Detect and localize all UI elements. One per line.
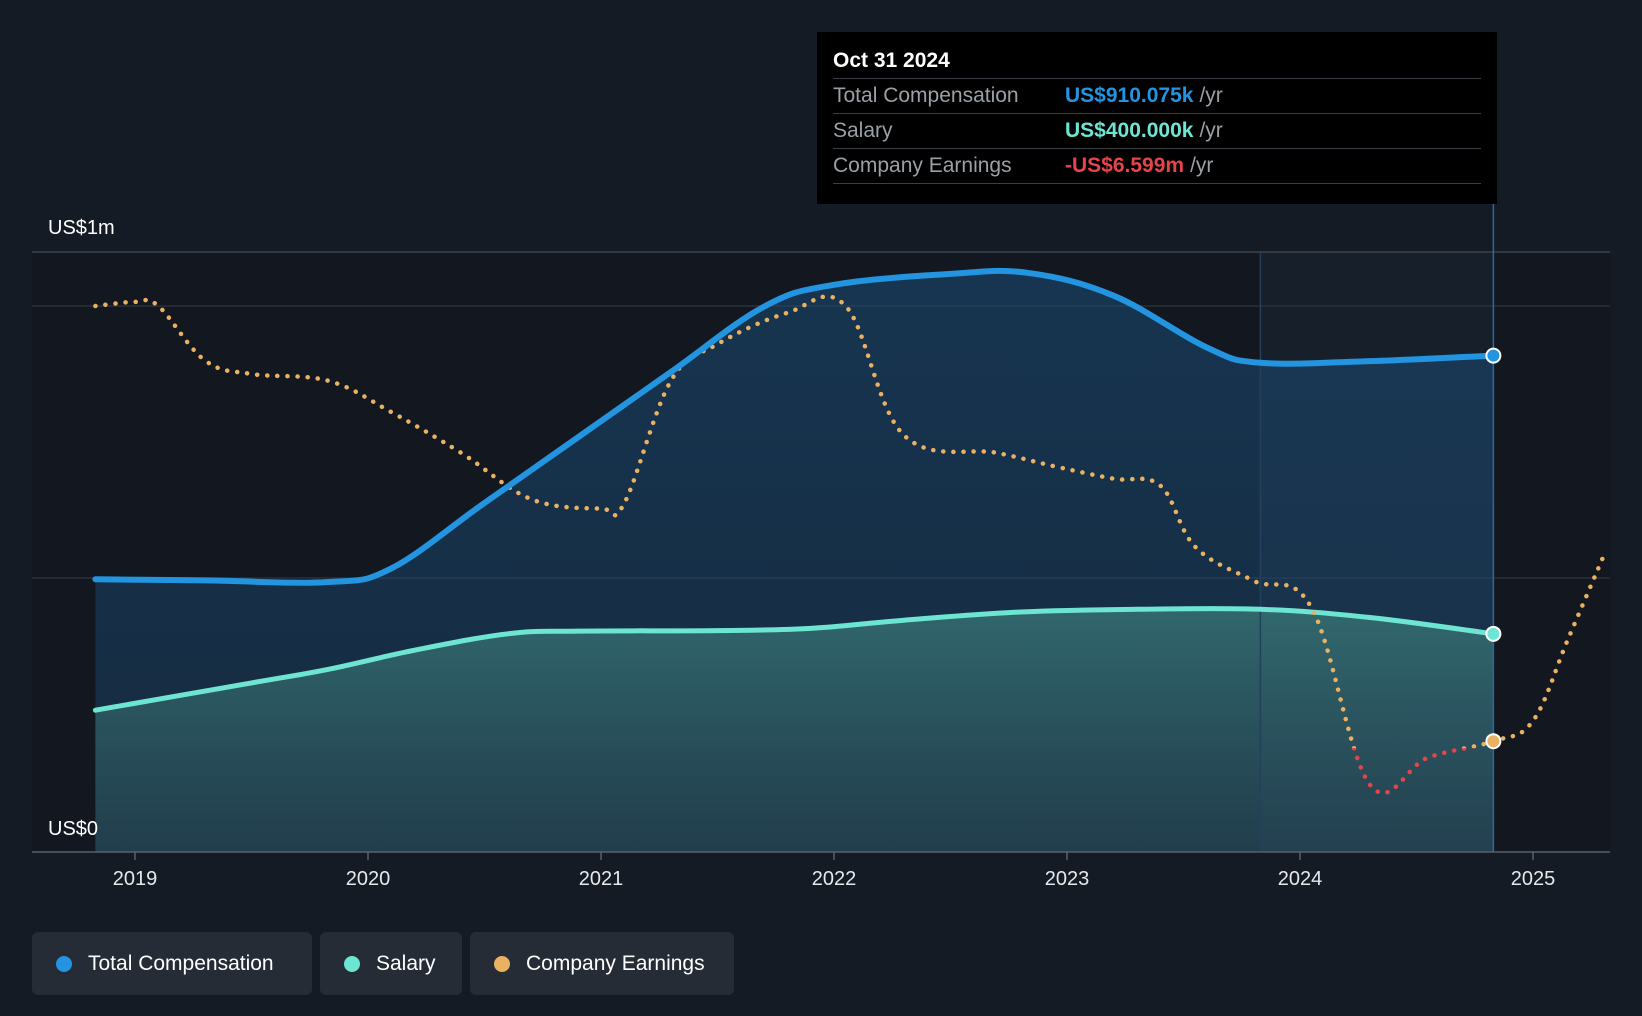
total-compensation-marker [1485,347,1502,364]
x-tick-label: 2021 [579,868,624,890]
legend-dot-icon [344,955,360,972]
tooltip-unit: /yr [1199,119,1223,142]
x-tick-label: 2025 [1511,868,1556,890]
salary-marker [1485,625,1502,642]
company-earnings-marker [1485,733,1502,750]
tooltip-label: Company Earnings [833,154,1012,177]
legend-dot-icon [56,955,72,972]
tooltip-unit: /yr [1190,154,1214,177]
total-compensation-line [92,267,1497,586]
tooltip-date: Oct 31 2024 [833,46,1481,79]
tooltip-row-earnings: Company Earnings -US$6.599m /yr [833,149,1481,184]
y-axis-label-min: US$0 [48,818,98,840]
legend-dot-icon [494,955,510,972]
y-axis-label-max: US$1m [48,217,115,239]
legend-total-compensation[interactable]: Total Compensation [32,932,312,995]
legend-label: Total Compensation [88,951,274,975]
legend-label: Company Earnings [526,951,705,975]
company-earnings-line [93,294,1606,796]
x-tick-label: 2020 [346,868,391,890]
tooltip-unit: /yr [1199,84,1223,107]
tooltip-label: Salary [833,119,893,142]
tooltip-value: US$910.075k [1065,84,1194,107]
x-tick-label: 2023 [1045,868,1090,890]
x-tick-label: 2019 [113,868,158,890]
legend-company-earnings[interactable]: Company Earnings [470,932,734,995]
legend-salary[interactable]: Salary [320,932,462,995]
x-tick-label: 2022 [812,868,857,890]
tooltip-row-salary: Salary US$400.000k /yr [833,114,1481,149]
legend-label: Salary [376,951,436,975]
tooltip-value: -US$6.599m [1065,154,1185,177]
x-tick-label: 2024 [1278,868,1323,890]
salary-line [92,606,1496,713]
tooltip-label: Total Compensation [833,84,1019,107]
salary-area [95,608,1494,852]
tooltip-row-total: Total Compensation US$910.075k /yr [833,79,1481,114]
tooltip: Oct 31 2024 Total Compensation US$910.07… [817,32,1497,204]
tooltip-value: US$400.000k [1065,119,1194,142]
